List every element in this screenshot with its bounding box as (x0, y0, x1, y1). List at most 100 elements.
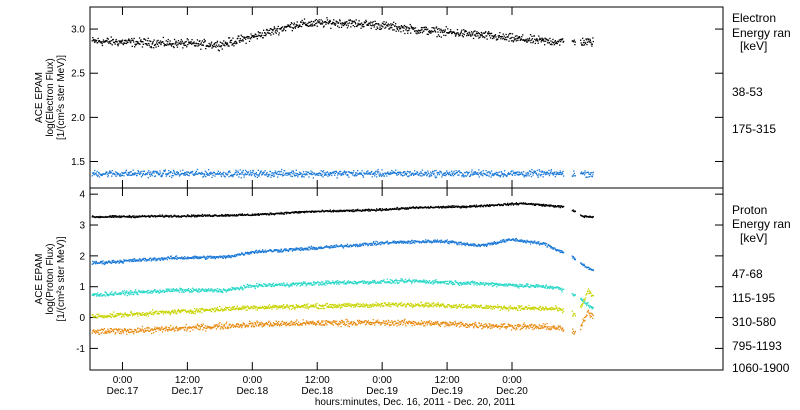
data-point (367, 244, 369, 246)
data-point (200, 42, 202, 44)
data-point (268, 29, 271, 31)
data-point (251, 171, 254, 174)
data-point (321, 20, 324, 22)
data-point (332, 172, 334, 174)
data-point (285, 284, 288, 286)
data-point (474, 30, 476, 32)
data-point (483, 36, 485, 38)
data-point (585, 39, 588, 41)
data-point (354, 282, 356, 284)
data-point (328, 172, 330, 174)
data-point (351, 172, 353, 174)
data-point (140, 39, 142, 41)
data-point (155, 171, 157, 173)
y-tick-label: 0 (79, 313, 85, 324)
data-point (441, 206, 443, 208)
data-point (121, 174, 124, 176)
data-point (419, 30, 421, 32)
data-point (525, 241, 527, 243)
data-point (132, 260, 134, 263)
data-point (134, 258, 136, 260)
data-point (137, 259, 140, 261)
data-point (544, 37, 546, 39)
data-point (191, 214, 193, 216)
data-point (521, 39, 523, 41)
data-point (497, 172, 499, 174)
data-point (149, 290, 151, 292)
data-point (510, 37, 512, 39)
data-point (196, 216, 198, 218)
data-point (219, 255, 221, 257)
data-point (574, 175, 576, 177)
data-point (161, 291, 163, 293)
data-point (373, 24, 375, 26)
data-point (541, 37, 543, 39)
data-point (543, 203, 545, 205)
data-point (334, 22, 336, 24)
data-point (388, 24, 390, 26)
data-point (118, 174, 121, 177)
data-point (503, 241, 505, 243)
data-point (268, 214, 271, 216)
data-point (378, 209, 380, 211)
data-point (406, 280, 408, 282)
data-point (396, 26, 398, 28)
data-point (122, 291, 124, 293)
data-point (422, 27, 424, 29)
data-point (453, 173, 456, 175)
data-point (127, 41, 129, 44)
data-point (333, 282, 335, 284)
data-point (198, 291, 200, 293)
data-point (408, 175, 410, 177)
data-point (98, 294, 100, 296)
data-point (185, 289, 187, 291)
data-point (481, 205, 483, 207)
data-point (138, 215, 141, 217)
data-point (383, 279, 385, 281)
data-point (249, 38, 252, 40)
data-point (381, 25, 383, 27)
data-point (275, 32, 277, 34)
data-point (131, 173, 133, 176)
data-point (280, 28, 282, 30)
data-point (200, 290, 202, 293)
data-point (301, 174, 303, 176)
data-point (226, 290, 228, 292)
data-point (571, 255, 573, 257)
data-point (328, 282, 330, 284)
data-point (162, 259, 164, 261)
data-point (457, 282, 459, 285)
data-point (308, 25, 311, 27)
data-point (281, 213, 283, 215)
data-point (403, 241, 405, 243)
data-point (444, 241, 446, 243)
data-point (341, 245, 344, 247)
data-point (195, 215, 198, 217)
data-point (477, 243, 480, 245)
data-point (300, 249, 302, 252)
data-point (516, 35, 518, 37)
data-point (267, 175, 270, 177)
data-point (207, 288, 209, 291)
data-point (166, 173, 168, 175)
data-point (592, 37, 594, 39)
data-point (452, 172, 454, 174)
data-point (220, 256, 222, 258)
data-point (507, 285, 509, 287)
data-point (186, 173, 188, 175)
data-point (355, 209, 357, 211)
data-point (470, 244, 473, 247)
data-point (116, 174, 118, 176)
data-point (379, 26, 381, 28)
data-point (527, 171, 529, 174)
data-point (401, 27, 404, 29)
data-point (154, 170, 156, 172)
data-point (211, 288, 213, 291)
data-point (275, 249, 277, 251)
data-point (525, 285, 527, 288)
data-point (309, 21, 311, 24)
data-point (523, 171, 525, 173)
data-point (431, 172, 433, 174)
data-point (232, 176, 234, 178)
data-point (427, 281, 429, 283)
